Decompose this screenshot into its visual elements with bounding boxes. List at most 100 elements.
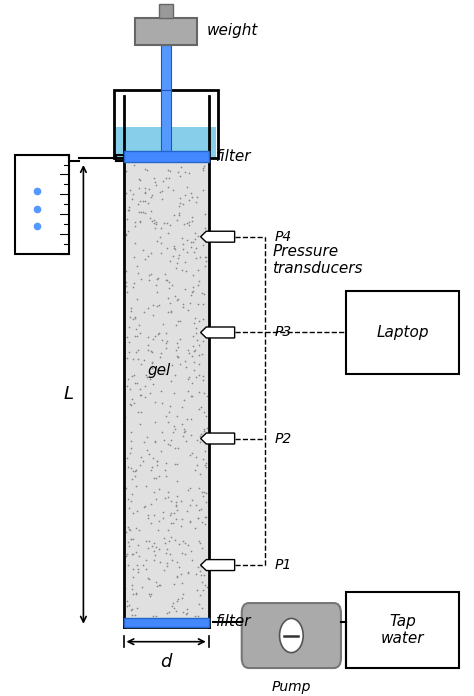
Point	[190, 317, 198, 329]
Point	[141, 187, 148, 198]
Point	[171, 424, 179, 435]
Point	[195, 598, 202, 609]
Point	[133, 378, 140, 389]
Point	[136, 217, 144, 228]
Point	[162, 328, 169, 339]
Point	[147, 498, 155, 509]
Point	[152, 493, 159, 505]
Point	[127, 442, 135, 453]
Point	[192, 372, 200, 383]
Point	[192, 243, 200, 254]
Point	[124, 205, 132, 216]
Point	[136, 173, 143, 184]
Point	[148, 347, 155, 358]
Point	[144, 572, 152, 583]
Point	[201, 512, 209, 523]
Point	[203, 422, 210, 433]
Point	[201, 425, 208, 436]
Point	[199, 299, 207, 310]
Point	[172, 370, 179, 381]
Circle shape	[280, 619, 303, 653]
Point	[191, 610, 199, 622]
Text: filter: filter	[216, 615, 251, 629]
Point	[174, 341, 182, 352]
Point	[144, 339, 152, 350]
Point	[199, 374, 207, 385]
Point	[202, 255, 210, 266]
Point	[148, 190, 156, 201]
Point	[201, 406, 208, 417]
Point	[153, 455, 161, 466]
Point	[127, 605, 135, 616]
Point	[172, 534, 179, 545]
Point	[135, 539, 142, 550]
Point	[166, 298, 174, 309]
Point	[149, 299, 157, 310]
Point	[124, 214, 131, 225]
Point	[179, 535, 187, 546]
Point	[172, 262, 179, 273]
Point	[196, 468, 203, 480]
Point	[178, 232, 186, 244]
Text: Laptop: Laptop	[376, 325, 428, 340]
Point	[134, 293, 141, 304]
Point	[171, 442, 179, 453]
Point	[128, 583, 136, 594]
Point	[170, 602, 177, 613]
Point	[132, 311, 139, 322]
Point	[182, 537, 189, 548]
Point	[129, 466, 137, 477]
Point	[159, 506, 166, 517]
Point	[170, 241, 177, 252]
Point	[155, 516, 163, 527]
Point	[173, 351, 181, 362]
Point	[167, 507, 175, 519]
Point	[167, 496, 174, 507]
Point	[132, 546, 140, 557]
Point	[129, 564, 137, 575]
Point	[200, 164, 207, 175]
Point	[179, 198, 187, 209]
Point	[200, 184, 207, 196]
Point	[163, 369, 170, 380]
Point	[195, 404, 203, 415]
Point	[171, 578, 178, 590]
Point	[159, 175, 166, 187]
Point	[128, 609, 136, 620]
Point	[134, 564, 142, 575]
Point	[166, 255, 174, 267]
Point	[142, 555, 149, 566]
Point	[181, 256, 189, 267]
Point	[137, 390, 145, 401]
Point	[179, 243, 187, 254]
Point	[179, 239, 187, 250]
Point	[123, 188, 130, 199]
Point	[175, 207, 183, 219]
Point	[129, 354, 137, 365]
Point	[156, 232, 164, 243]
Point	[167, 531, 174, 542]
Point	[141, 207, 148, 219]
Point	[173, 294, 181, 306]
Point	[164, 438, 172, 450]
Point	[158, 397, 166, 409]
Point	[157, 347, 165, 358]
Point	[142, 535, 150, 546]
Point	[153, 274, 161, 285]
Point	[145, 274, 153, 285]
Point	[195, 370, 203, 381]
Point	[147, 346, 155, 357]
Point	[198, 516, 206, 527]
Point	[129, 189, 137, 200]
Point	[187, 500, 194, 511]
Bar	[114, 90, 218, 158]
Point	[147, 191, 155, 203]
Point	[162, 493, 169, 504]
Point	[164, 306, 172, 317]
Point	[188, 215, 195, 226]
Point	[201, 431, 208, 442]
Point	[129, 313, 137, 324]
Point	[146, 536, 153, 547]
Point	[147, 464, 155, 475]
Point	[139, 206, 146, 217]
